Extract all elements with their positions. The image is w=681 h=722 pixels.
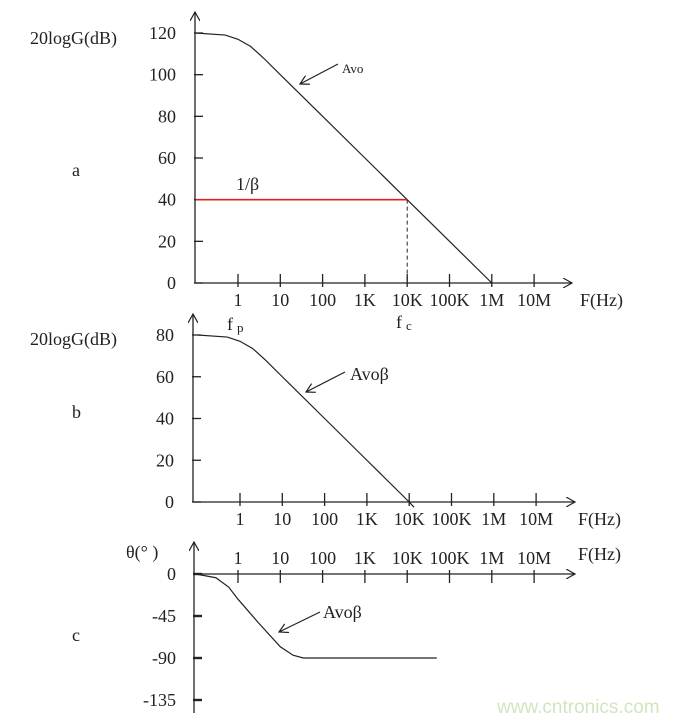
x-tick-label: 1K	[354, 548, 376, 568]
avob-arrow-b	[306, 371, 346, 392]
x-tick-label: 10	[273, 509, 291, 529]
y-tick-label: 20	[156, 450, 174, 470]
x-tick-label: 10K	[394, 509, 425, 529]
x-tick-label: 1M	[481, 509, 506, 529]
x-tick-label: 1M	[479, 290, 504, 310]
series-curve	[197, 334, 415, 508]
x-tick-label: 10	[271, 548, 289, 568]
y-tick-label: 60	[156, 367, 174, 387]
avo-label: Avo	[342, 61, 363, 76]
y-tick-label: 120	[149, 23, 176, 43]
fp-subscript: p	[237, 320, 244, 335]
y-axis-label: 20logG(dB)	[30, 28, 117, 49]
panel-label: b	[72, 402, 81, 422]
x-tick-label: 10K	[392, 548, 423, 568]
y-tick-label: 0	[167, 564, 176, 584]
x-tick-label: 10M	[519, 509, 553, 529]
x-tick-label: 1	[234, 548, 243, 568]
panel-label: c	[72, 625, 80, 645]
x-tick-label: 1K	[354, 290, 376, 310]
x-tick-label: 1M	[479, 548, 504, 568]
x-tick-label: 10	[271, 290, 289, 310]
x-axis-label: F(Hz)	[580, 290, 623, 311]
one-over-beta-label: 1/β	[236, 174, 259, 194]
x-tick-label: 10M	[517, 290, 551, 310]
y-tick-label: -135	[143, 690, 176, 710]
fp-label: f	[227, 314, 233, 334]
x-tick-label: 100	[309, 290, 336, 310]
series-curve	[195, 32, 493, 284]
fc-label: f	[396, 312, 402, 332]
fc-subscript: c	[406, 318, 412, 333]
x-tick-label: 100	[311, 509, 338, 529]
x-tick-label: 100	[309, 548, 336, 568]
avo-arrow	[300, 63, 339, 84]
x-tick-label: 100K	[432, 509, 472, 529]
x-axis-label: F(Hz)	[578, 509, 621, 530]
y-tick-label: 0	[165, 492, 174, 512]
y-tick-label: 20	[158, 231, 176, 251]
y-tick-label: 80	[158, 106, 176, 126]
avob-arrow-c	[279, 611, 321, 632]
panel-c	[193, 542, 575, 713]
y-axis-label: θ(° )	[126, 542, 158, 563]
y-tick-label: 100	[149, 65, 176, 85]
watermark: www.cntronics.com	[496, 697, 660, 718]
y-tick-label: 60	[158, 148, 176, 168]
x-tick-label: 100K	[430, 290, 470, 310]
series-curve	[195, 573, 437, 659]
y-tick-label: 40	[156, 409, 174, 429]
panel-b	[192, 314, 575, 508]
x-axis-label: F(Hz)	[578, 544, 621, 565]
panel-a	[194, 12, 572, 287]
x-tick-label: 10K	[392, 290, 423, 310]
y-tick-label: 40	[158, 190, 176, 210]
y-axis-label: 20logG(dB)	[30, 329, 117, 350]
y-tick-label: 80	[156, 325, 174, 345]
y-tick-label: 0	[167, 273, 176, 293]
y-tick-label: -45	[152, 606, 176, 626]
x-tick-label: 1	[236, 509, 245, 529]
y-tick-label: -90	[152, 648, 176, 668]
x-tick-label: 100K	[430, 548, 470, 568]
x-tick-label: 10M	[517, 548, 551, 568]
x-tick-label: 1	[234, 290, 243, 310]
x-tick-label: 1K	[356, 509, 378, 529]
avob-label-c: Avoβ	[323, 602, 362, 622]
panel-label: a	[72, 160, 80, 180]
avob-label-b: Avoβ	[350, 364, 389, 384]
